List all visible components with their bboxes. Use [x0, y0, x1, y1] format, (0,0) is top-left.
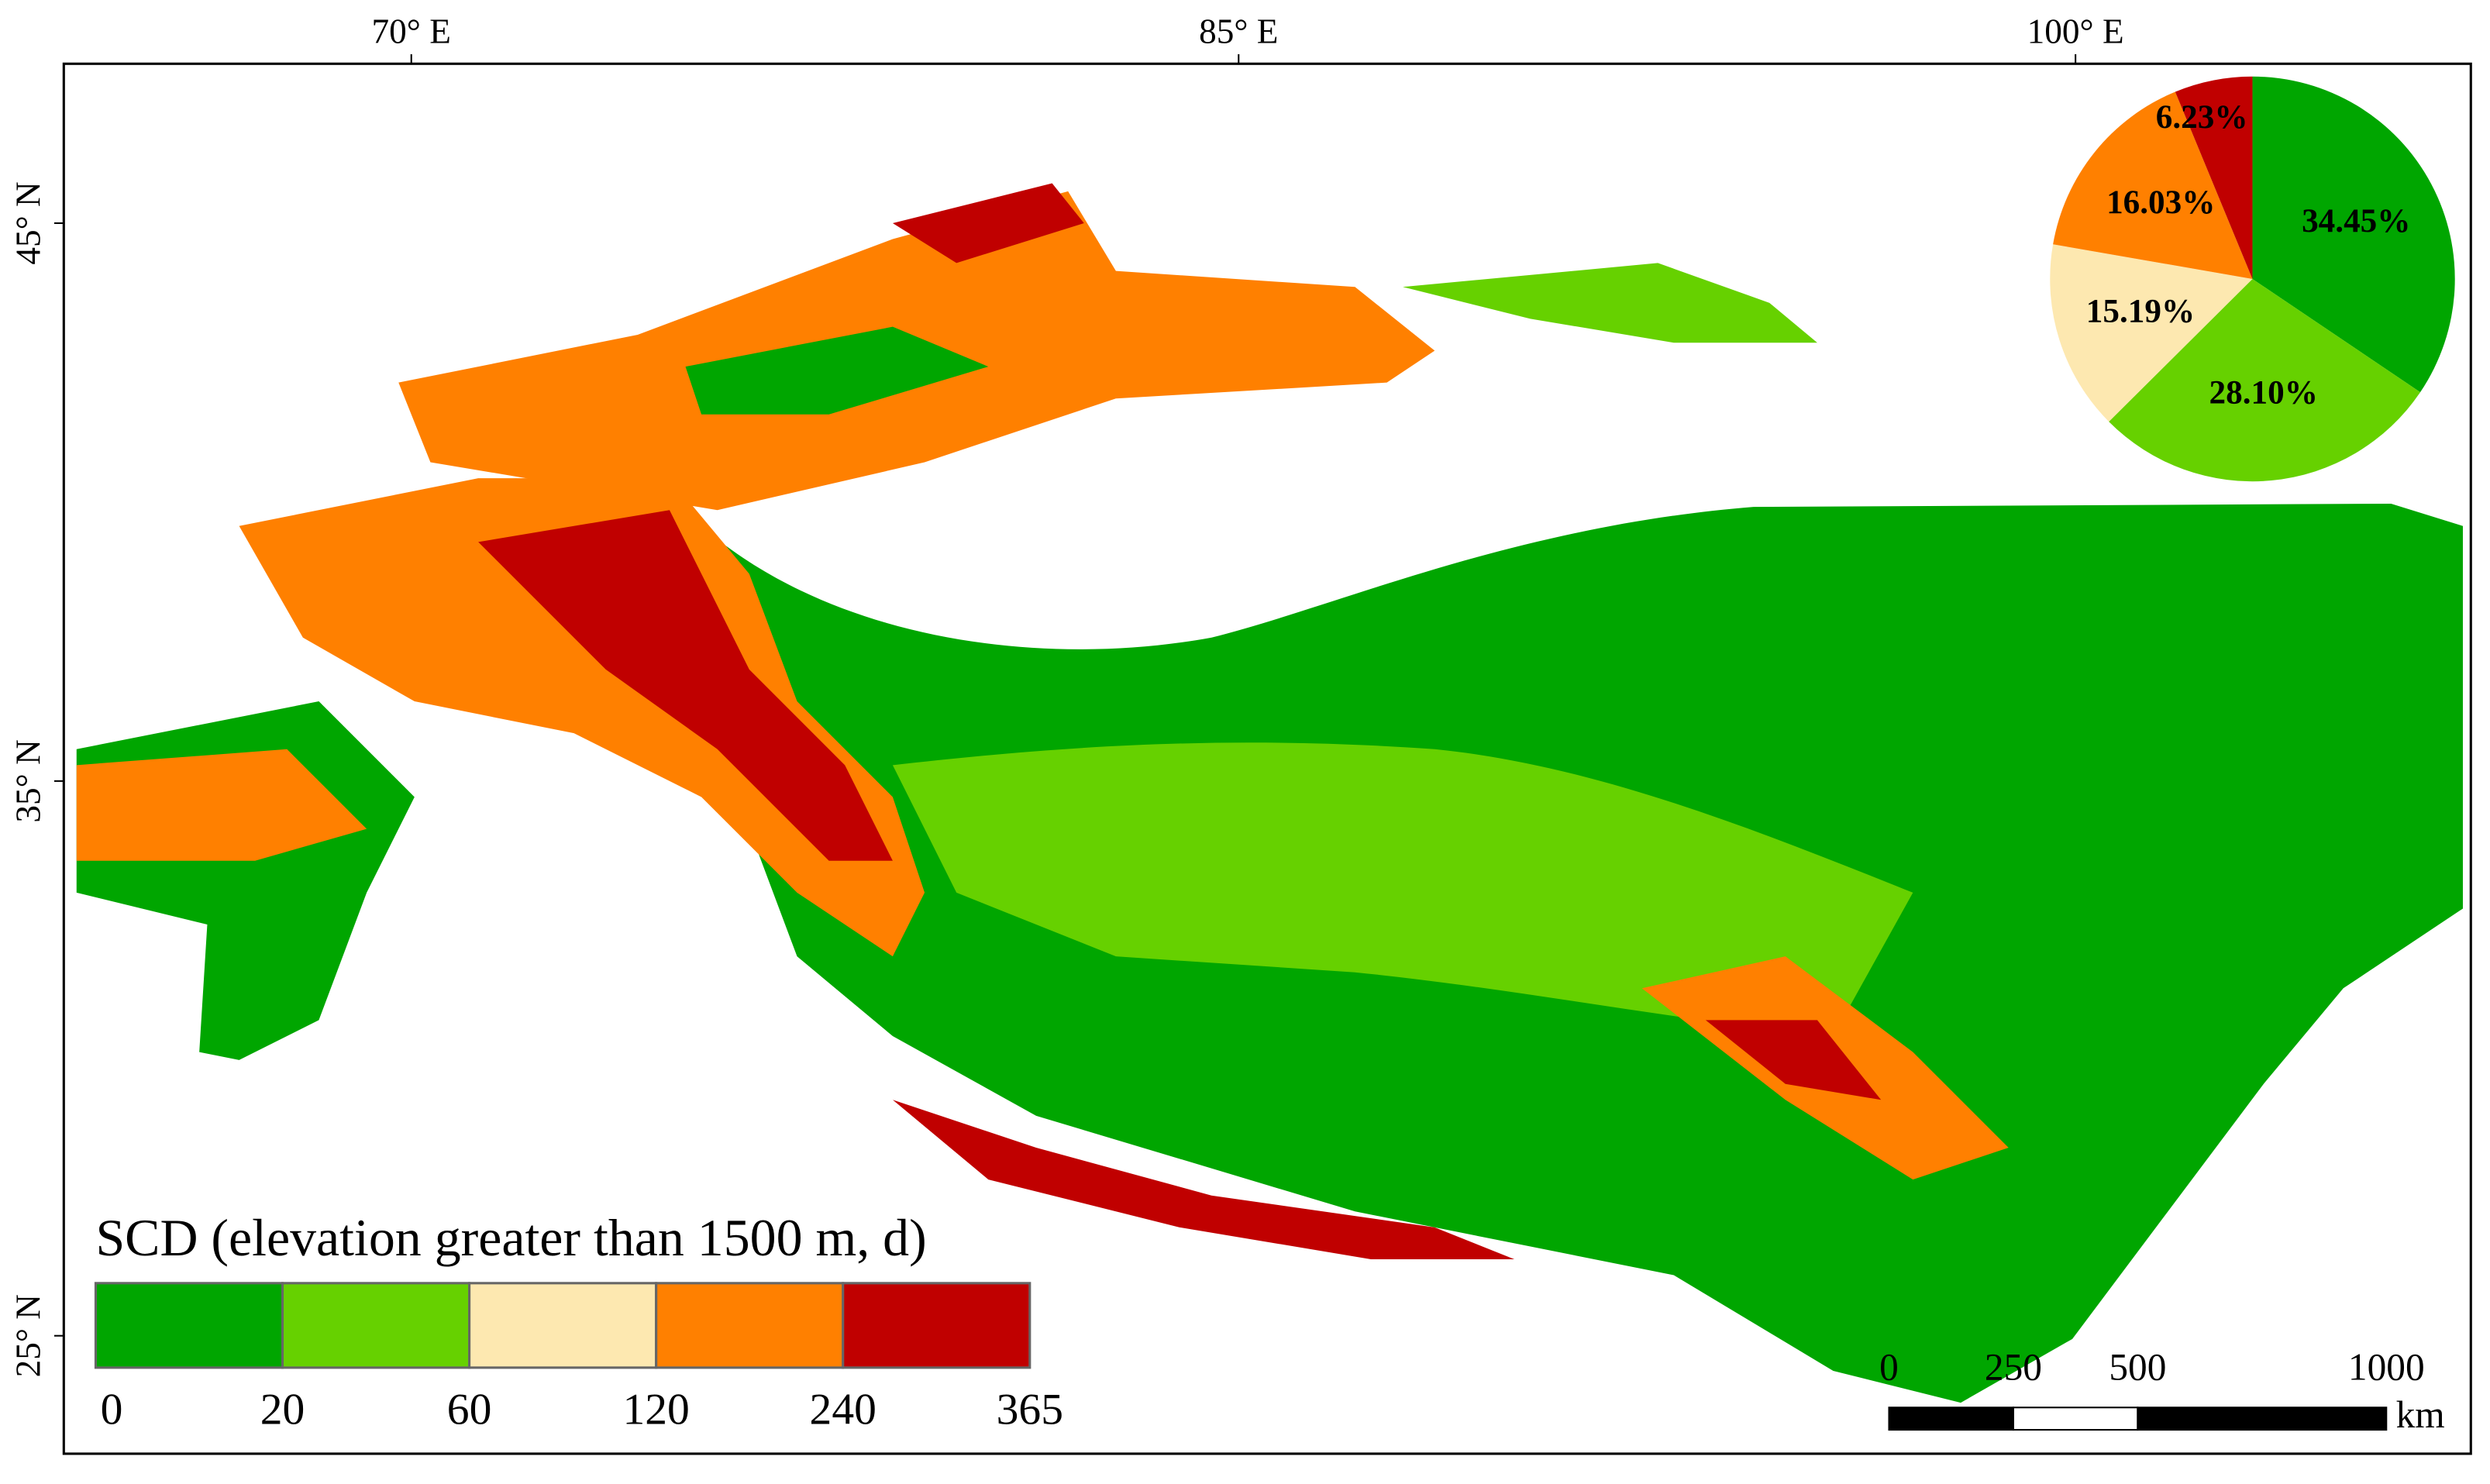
legend-break: 365	[997, 1386, 1063, 1434]
scale-bar: 0 250 500 1000 km	[1879, 1345, 2445, 1436]
pie-label: 28.10%	[2209, 375, 2318, 411]
hengduan-peak	[1705, 1020, 1882, 1100]
scale-label: 0	[1879, 1345, 1899, 1388]
scale-label: 500	[2109, 1345, 2166, 1388]
pie-label: 16.03%	[2106, 184, 2215, 221]
legend-swatch	[94, 1282, 284, 1369]
map-area	[76, 183, 2463, 1403]
himalaya	[892, 1100, 1515, 1259]
tianshan-peak	[892, 183, 1084, 263]
scale-label: 250	[1985, 1345, 2042, 1388]
pamir	[239, 478, 925, 957]
lat-label: 45° N	[9, 181, 48, 264]
pie-label: 34.45%	[2302, 203, 2410, 239]
legend-swatch	[281, 1282, 471, 1369]
lon-label: 100° E	[2027, 12, 2124, 51]
legend-title: SCD (elevation greater than 1500 m, d)	[95, 1209, 926, 1267]
lat-label: 35° N	[9, 739, 48, 822]
pie-slice	[2175, 76, 2253, 279]
scale-segment	[2012, 1407, 2139, 1431]
legend-swatch	[468, 1282, 658, 1369]
pie-label: 15.19%	[2086, 293, 2195, 329]
legend-swatch	[655, 1282, 845, 1369]
lon-label: 85° E	[1199, 12, 1278, 51]
legend: 0 20 60 120 240 365	[94, 1282, 1063, 1434]
scale-segment	[1888, 1407, 2014, 1431]
legend-break: 20	[260, 1386, 305, 1434]
legend-break: 0	[101, 1386, 123, 1434]
legend-swatch	[842, 1282, 1031, 1369]
legend-break: 240	[810, 1386, 876, 1434]
pie-slice	[2252, 76, 2455, 393]
plateau-inner	[892, 742, 1913, 1037]
map-frame	[62, 62, 2472, 1455]
west-snow	[76, 749, 367, 861]
legend-break: 120	[622, 1386, 689, 1434]
legend-break: 60	[447, 1386, 492, 1434]
pie-label: 6.23%	[2156, 99, 2248, 136]
tianshan-basin	[685, 326, 989, 415]
pie-chart: 34.45% 28.10% 15.19% 16.03% 6.23%	[2050, 76, 2455, 482]
lat-label: 25° N	[9, 1294, 48, 1377]
pie-slice	[2050, 244, 2253, 422]
altai	[1403, 263, 1817, 343]
pie-slice	[2109, 278, 2420, 482]
scale-label: 1000	[2348, 1345, 2425, 1388]
scale-segment	[2137, 1407, 2388, 1431]
pie-slice	[2053, 91, 2253, 279]
graticule-ticks	[53, 53, 2077, 1337]
karakoram	[478, 510, 893, 861]
scale-unit: km	[2396, 1393, 2445, 1436]
lon-label: 70° E	[372, 12, 451, 51]
